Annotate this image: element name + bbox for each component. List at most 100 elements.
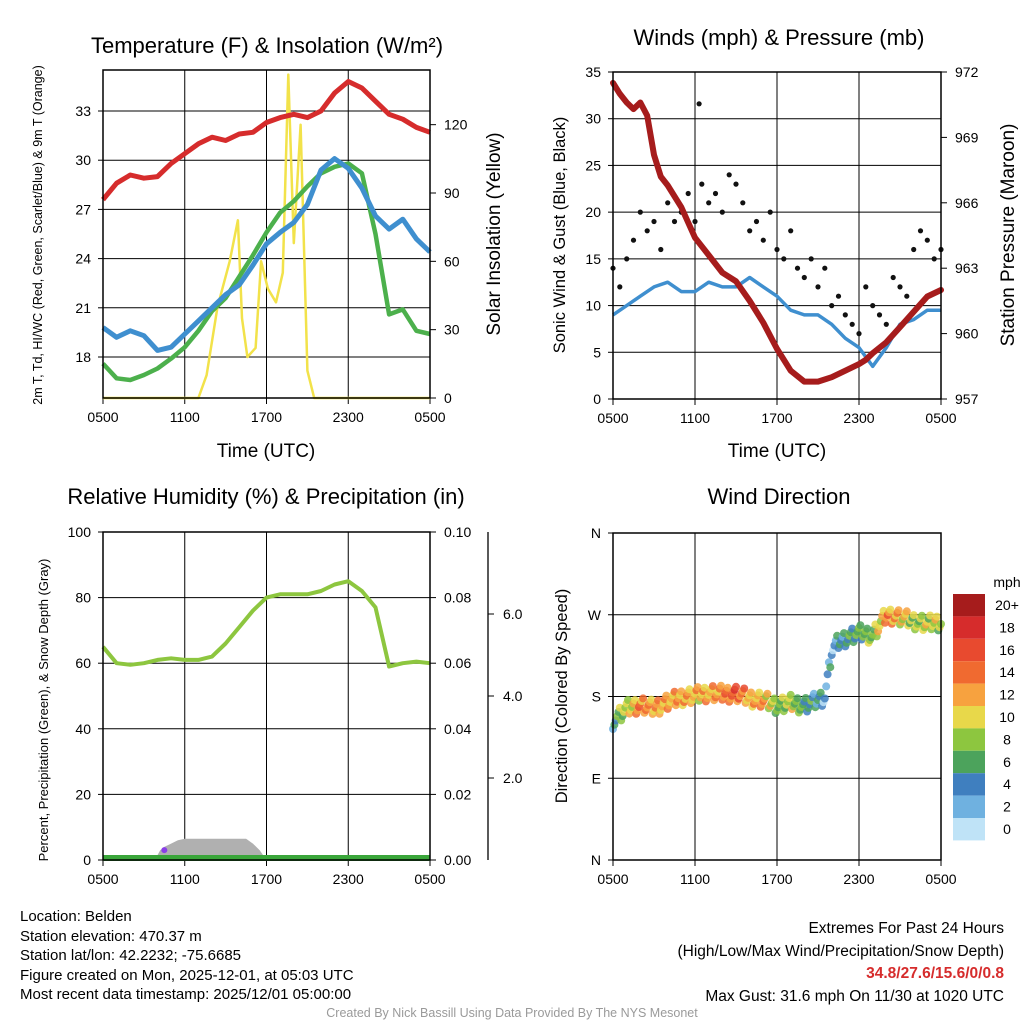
gust-point: [753, 218, 760, 225]
max-gust: Max Gust: 31.6 mph On 11/30 at 1020 UTC: [705, 987, 1004, 1005]
snow-depth-tick-label: 4.0: [503, 688, 523, 704]
snow-depth-tick-label: 6.0: [503, 606, 523, 622]
y2-tick-label: 957: [955, 391, 979, 407]
station-info: Location: Belden Station elevation: 470.…: [20, 907, 354, 1005]
x-tick-label: 2300: [333, 409, 364, 425]
temperature-x-label: Time (UTC): [217, 441, 316, 462]
colorbar-label: 2: [1003, 799, 1011, 815]
gust-point: [876, 312, 883, 318]
gust-point: [644, 228, 650, 234]
humidity-grid: [98, 531, 436, 866]
x-tick-label: 1700: [761, 871, 792, 887]
gust-point: [870, 303, 876, 309]
direction-point: [816, 688, 825, 697]
y-tick-label: 27: [75, 201, 91, 217]
station-location: Location: Belden: [20, 908, 132, 925]
snow-depth-axis: 2.0 4.0 6.0: [487, 532, 523, 860]
direction-point: [763, 689, 772, 698]
gust-point: [835, 293, 842, 299]
direction-point: [755, 688, 764, 697]
colorbar-swatch: [953, 795, 985, 818]
wind-direction-plot-frame: [612, 532, 942, 861]
gust-point: [637, 209, 643, 215]
y-tick-label: 20: [75, 786, 91, 802]
y2-tick-label: 972: [955, 64, 979, 80]
x-tick-label: 0500: [925, 871, 956, 887]
gust-point: [760, 237, 766, 243]
wind-direction-y-label: Direction (Colored By Speed): [553, 589, 571, 804]
gust-point: [801, 274, 807, 281]
gust-point: [696, 101, 702, 107]
gust-point: [747, 228, 753, 234]
direction-point: [826, 663, 835, 672]
gust-point: [890, 274, 896, 281]
y2-tick-label: 90: [444, 185, 460, 201]
winds-y-label: Sonic Wind & Gust (Blue, Black): [551, 117, 569, 354]
winds-x-label: Time (UTC): [728, 441, 827, 462]
sonic-wind-line: [612, 275, 941, 369]
insolation-y-ticks: 0 30 60 90 120: [444, 117, 468, 406]
y2-tick-label: 0.02: [444, 786, 471, 802]
precip-y-ticks: 0.00 0.02 0.04 0.06 0.08 0.10: [444, 524, 471, 868]
y-tick-label: N: [591, 852, 601, 868]
direction-point: [639, 694, 648, 703]
colorbar-swatch: [953, 750, 985, 774]
colorbar-swatch: [953, 594, 985, 617]
colorbar-swatch: [953, 706, 985, 729]
gust-point: [671, 218, 678, 225]
gust-point: [658, 246, 664, 253]
colorbar-swatch: [953, 661, 985, 684]
x-tick-label: 1100: [170, 409, 200, 425]
gust-point: [788, 228, 794, 234]
gust-point: [767, 209, 773, 215]
colorbar-label: 12: [999, 687, 1015, 703]
gust-point: [794, 265, 801, 271]
y2-tick-label: 0.04: [444, 721, 471, 737]
station-pressure-line: [610, 79, 944, 385]
direction-point: [822, 682, 831, 691]
colorbar-swatch: [953, 728, 985, 751]
wind-direction-points: [609, 605, 945, 733]
direction-point: [700, 683, 709, 692]
2m-td-line: [101, 161, 431, 383]
direction-point: [886, 605, 895, 614]
extremes-title: Extremes For Past 24 Hours: [808, 920, 1004, 937]
temperature-x-ticks: 0500 1100 1700 2300 0500: [87, 409, 445, 425]
direction-point: [823, 670, 832, 679]
x-tick-label: 0500: [414, 871, 445, 887]
pressure-y-ticks: 957 960 963 966 969 972: [955, 64, 979, 407]
y-tick-label: 25: [585, 157, 601, 173]
direction-point: [740, 684, 749, 693]
temperature-grid: [98, 70, 436, 404]
temperature-y-label: 2m T, Td, HI/WC (Red, Green, Scarlet/Blu…: [31, 65, 45, 404]
winds-x-ticks: 0500 1100 1700 2300 0500: [597, 410, 956, 426]
winds-grid: [608, 71, 947, 405]
x-tick-label: 0500: [414, 409, 445, 425]
gust-point: [815, 284, 821, 290]
y2-tick-label: 30: [444, 322, 460, 338]
wind-chill-line: [101, 156, 432, 353]
winds-plot-frame: [612, 71, 942, 400]
direction-point: [820, 694, 829, 703]
y-tick-label: 30: [75, 152, 91, 168]
direction-point: [856, 621, 865, 630]
y2-tick-label: 960: [955, 326, 979, 342]
y-tick-label: 100: [68, 524, 92, 540]
x-tick-label: 1700: [251, 871, 282, 887]
extremes-box: Extremes For Past 24 Hours (High/Low/Max…: [678, 918, 1005, 1008]
gust-point: [849, 321, 855, 327]
x-tick-label: 0500: [925, 410, 956, 426]
temperature-panel: Temperature (F) & Insolation (W/m²) 18 21…: [31, 33, 505, 462]
figure-created: Figure created on Mon, 2025-12-01, at 05…: [20, 966, 354, 984]
2m-t-line: [101, 79, 431, 202]
y-tick-label: 0: [593, 391, 601, 407]
colorbar-swatch: [953, 773, 985, 796]
station-latlon: Station lat/lon: 42.2232; -75.6685: [20, 947, 242, 964]
temperature-series: [101, 73, 432, 400]
x-tick-label: 2300: [843, 410, 874, 426]
gust-point: [685, 190, 691, 197]
recent-timestamp: Most recent data timestamp: 2025/12/01 0…: [20, 986, 352, 1003]
direction-point: [732, 682, 740, 691]
direction-point: [894, 606, 903, 615]
